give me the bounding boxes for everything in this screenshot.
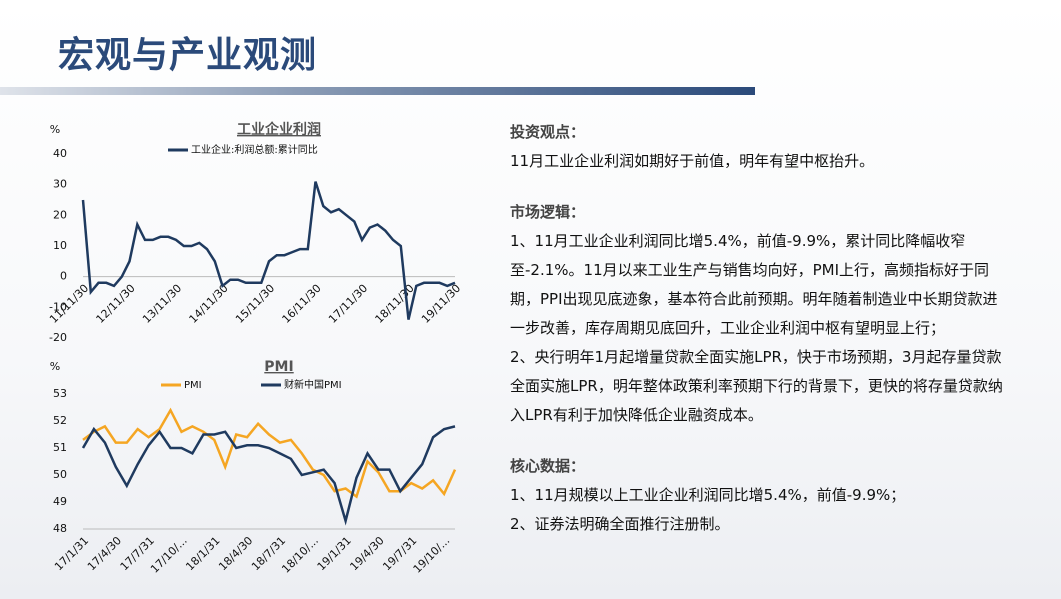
y-tick-label: 20 bbox=[53, 208, 67, 221]
section-heading: 核心数据： bbox=[510, 457, 586, 475]
y-tick-label: 49 bbox=[53, 495, 67, 508]
series-line bbox=[81, 425, 456, 526]
x-tick-label: 18/1/31 bbox=[183, 534, 222, 573]
paragraph: 11月工业企业利润如期好于前值，明年有望中枢抬升。 bbox=[510, 152, 875, 170]
x-tick-label: 14/11/30 bbox=[187, 282, 231, 326]
y-tick-label: 0 bbox=[60, 270, 67, 283]
y-tick-label: 30 bbox=[53, 178, 67, 191]
series-line bbox=[81, 181, 456, 320]
x-tick-label: 19/10/... bbox=[411, 534, 453, 576]
y-axis-label: % bbox=[50, 360, 60, 373]
section-heading: 市场逻辑： bbox=[510, 203, 586, 221]
y-tick-label: 50 bbox=[53, 468, 67, 481]
legend-label: 财新中国PMI bbox=[284, 378, 342, 391]
paragraph: 2、证券法明确全面推行注册制。 bbox=[510, 515, 730, 533]
x-tick-label: 18/10/... bbox=[279, 534, 321, 576]
y-tick-label: 52 bbox=[53, 414, 67, 427]
x-tick-label: 17/10/... bbox=[148, 534, 190, 576]
slide-title: 宏观与产业观测 bbox=[58, 35, 318, 76]
x-tick-label: 15/11/30 bbox=[233, 282, 277, 326]
x-tick-label: 13/11/30 bbox=[140, 282, 184, 326]
paragraph: 2、央行明年1月起增量贷款全面实施LPR，快于市场预期，3月起存量贷款全面实施L… bbox=[510, 348, 1003, 424]
x-tick-label: 17/11/30 bbox=[326, 282, 370, 326]
x-tick-label: 12/11/30 bbox=[94, 282, 138, 326]
x-tick-label: 19/4/30 bbox=[347, 534, 386, 573]
paragraph: 1、11月规模以上工业企业利润同比增5.4%，前值-9.9%； bbox=[510, 486, 906, 504]
y-tick-label: 40 bbox=[53, 147, 67, 160]
title-bar bbox=[0, 87, 755, 95]
x-tick-label: 18/4/30 bbox=[216, 534, 255, 573]
legend-label: PMI bbox=[184, 380, 202, 391]
text-panel: 投资观点： 11月工业企业利润如期好于前值，明年有望中枢抬升。 市场逻辑： 1、11月… bbox=[510, 118, 1010, 539]
y-tick-label: -20 bbox=[49, 331, 67, 344]
x-tick-label: 17/4/30 bbox=[85, 534, 124, 573]
x-tick-label: 19/11/30 bbox=[419, 282, 463, 326]
x-tick-label: 18/11/30 bbox=[373, 282, 417, 326]
section-heading: 投资观点： bbox=[510, 123, 586, 141]
y-tick-label: 53 bbox=[53, 387, 67, 400]
y-tick-label: 48 bbox=[53, 522, 67, 535]
legend-label: 工业企业:利润总额:累计同比 bbox=[191, 143, 318, 156]
x-tick-label: 17/1/31 bbox=[52, 534, 91, 573]
y-tick-label: 51 bbox=[53, 441, 67, 454]
paragraph: 1、11月工业企业利润同比增5.4%，前值-9.9%，累计同比降幅收窄至-2.1… bbox=[510, 232, 998, 337]
y-axis-label: % bbox=[50, 123, 60, 136]
series-line bbox=[82, 407, 457, 499]
y-tick-label: 10 bbox=[53, 239, 67, 252]
y-tick-label: -10 bbox=[49, 300, 67, 313]
chart-title: PMI bbox=[264, 359, 293, 375]
chart-title: 工业企业利润 bbox=[237, 121, 321, 138]
x-tick-label: 16/11/30 bbox=[280, 282, 324, 326]
x-tick-label: 19/1/31 bbox=[315, 534, 354, 573]
